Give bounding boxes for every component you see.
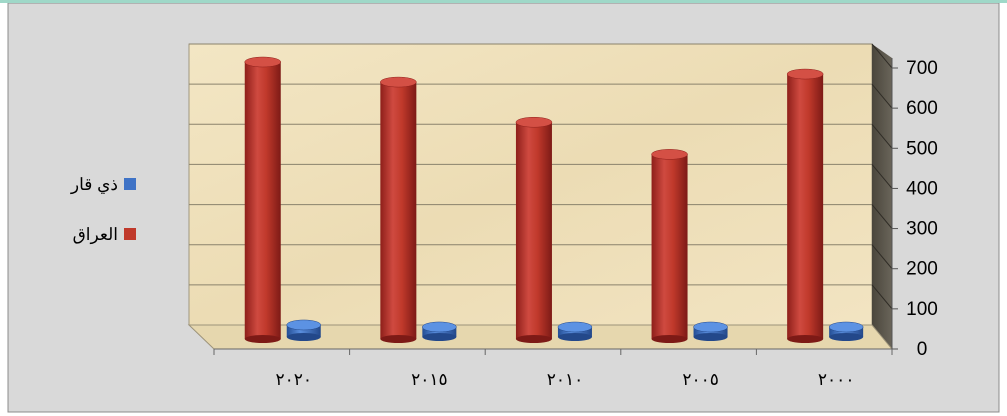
x-tick-label: ٢٠١٠ <box>547 370 584 390</box>
bar-series-1 <box>651 154 688 339</box>
gridline-side <box>871 284 893 310</box>
bar-cap-series-2 <box>828 321 864 333</box>
y-tick-label: 600 <box>906 98 938 119</box>
bar-cap-series-2 <box>557 321 593 333</box>
bar-series-1 <box>380 82 417 339</box>
legend-swatch-series-1 <box>124 228 136 240</box>
y-tick-label: 0 <box>917 339 928 360</box>
bar-base-series-1 <box>380 335 417 343</box>
y-tick-label: 300 <box>906 219 938 240</box>
x-axis: ٢٠٢٠ ٢٠١٥ ٢٠١٠ ٢٠٠٥ ٢٠٠٠ <box>213 348 893 390</box>
y-axis: 0 100 200 300 400 500 600 700 <box>891 58 938 360</box>
bar-cap-series-1 <box>380 76 417 88</box>
x-tick-label: ٢٠٠٠ <box>818 370 855 390</box>
legend: ذي قار العراق <box>70 175 136 245</box>
bar-base-series-1 <box>651 335 688 343</box>
bar-cap-series-1 <box>515 116 553 128</box>
bar-base-series-2 <box>829 333 864 341</box>
bar-cap-series-2 <box>422 321 457 333</box>
bar-series-1 <box>515 122 552 339</box>
bar-series-1 <box>787 74 824 340</box>
legend-label-series-1: العراق <box>73 225 118 245</box>
gridline-side <box>871 123 893 149</box>
bar-cap-series-1 <box>786 68 824 80</box>
bar-cap-series-1 <box>244 56 281 68</box>
bars <box>244 56 864 343</box>
y-tick-label: 700 <box>906 58 938 79</box>
bar-base-series-2 <box>286 333 321 341</box>
bar-cap-series-1 <box>651 149 688 160</box>
bar-cap-series-2 <box>286 319 321 331</box>
bar-base-series-1 <box>787 335 824 343</box>
x-tick-label: ٢٠١٥ <box>411 370 448 390</box>
bar-series-1 <box>244 62 281 340</box>
bar-base-series-2 <box>422 333 457 341</box>
plot-side-wall <box>872 44 892 349</box>
gridline-side <box>871 204 893 229</box>
gridline-side <box>871 164 893 189</box>
y-tick-label: 100 <box>906 299 938 320</box>
x-tick-label: ٢٠٠٥ <box>682 370 719 390</box>
bar-base-series-1 <box>244 335 281 343</box>
gridline-side <box>871 43 893 69</box>
top-band <box>0 0 1007 3</box>
bar-cap-series-2 <box>693 321 728 333</box>
y-tick-label: 500 <box>906 138 938 159</box>
gridline-side <box>871 244 893 270</box>
legend-label-series-2: ذي قار <box>70 175 118 195</box>
gridline-side <box>871 83 893 109</box>
y-tick-label: 400 <box>906 178 938 199</box>
y-tick-label: 200 <box>906 259 938 280</box>
legend-swatch-series-2 <box>124 178 136 190</box>
bar-base-series-2 <box>693 333 728 341</box>
bar-base-series-1 <box>515 335 552 343</box>
x-tick-label: ٢٠٢٠ <box>276 370 313 390</box>
bar-base-series-2 <box>557 333 592 341</box>
